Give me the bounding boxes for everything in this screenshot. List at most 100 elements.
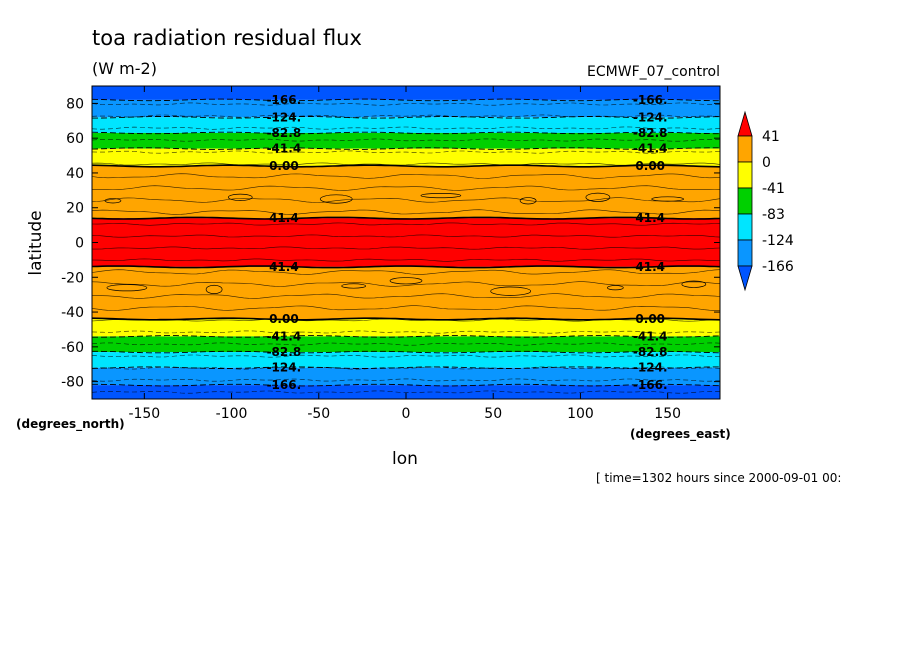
contour-blob (420, 193, 462, 199)
contour-label: -166. (633, 378, 668, 392)
contour-label: 41.4 (269, 211, 299, 225)
color-band (92, 336, 720, 353)
colorbar-label: -124 (762, 233, 794, 249)
x-units-label: (degrees_east) (630, 427, 731, 442)
y-tick-label: 20 (66, 201, 84, 217)
contour-line (91, 98, 720, 102)
y-tick-label: -60 (61, 340, 84, 356)
contour-blob (606, 285, 624, 291)
x-tick-label: -100 (216, 406, 248, 422)
x-tick-label: -150 (128, 406, 160, 422)
color-band (92, 99, 720, 118)
colorbar-label: -83 (762, 207, 785, 223)
contour-line (91, 216, 721, 220)
colorbar-segment (737, 135, 753, 163)
colorbar-label: -166 (762, 259, 794, 275)
color-band (92, 86, 720, 100)
contour-interval-line (91, 222, 721, 226)
colorbar-arrow-top (737, 110, 753, 137)
y-tick-label: -20 (61, 270, 84, 286)
y-tick-label: 60 (66, 131, 84, 147)
contour-blob (681, 280, 707, 288)
axes: -150 -100 -50 0 50 100 150 -80 -60 -40 -20 0 20 40 60 8… (61, 86, 720, 422)
contour-label: 41.4 (269, 260, 299, 274)
contour-label: 0.00 (635, 312, 665, 326)
colorbar-label: 0 (762, 155, 771, 171)
contour-label: -124. (267, 110, 302, 124)
y-tick-label: 0 (75, 236, 84, 252)
contour-label: 0.00 (269, 159, 299, 173)
color-band (92, 319, 720, 337)
colorbar-label: -41 (762, 181, 785, 197)
colorbar-segment (737, 161, 753, 189)
contour-interval-line (91, 150, 721, 154)
color-band (92, 218, 720, 267)
contour-line (92, 350, 721, 354)
color-band (92, 148, 720, 166)
contour-label: 41.4 (635, 211, 665, 225)
contour-label: -124. (267, 361, 302, 375)
contour-interval-line (91, 342, 721, 346)
color-band (92, 266, 720, 320)
contour-blob (651, 196, 685, 202)
colorbar-label: 41 (762, 129, 780, 145)
x-tick-label: 150 (654, 406, 681, 422)
contour-interval-line (91, 330, 721, 334)
contour-interval-line (91, 305, 721, 311)
colorbar-segment (737, 213, 753, 241)
contour-line (91, 131, 720, 135)
contour-blob (341, 283, 367, 289)
contour-label: -41.4 (633, 329, 668, 343)
y-tick-label: -80 (61, 375, 84, 391)
contour-line (92, 335, 721, 338)
contour-label: -82.8 (633, 345, 668, 359)
contour-interval-line (91, 126, 721, 130)
contour-blob (585, 192, 611, 202)
x-tick-label: 100 (567, 406, 594, 422)
contour-label: -41.4 (267, 329, 302, 343)
y-tick-label: 80 (66, 96, 84, 112)
y-tick-label: 40 (66, 166, 84, 182)
contour-interval-line (91, 173, 721, 179)
contour-interval-line (91, 162, 721, 166)
contour-blob (106, 284, 148, 292)
contour-line (91, 265, 721, 269)
contour-blob (205, 284, 223, 294)
contour-blob (104, 198, 122, 204)
x-tick-label: 0 (402, 406, 411, 422)
contour-interval-line (91, 209, 721, 215)
contour-interval-line (91, 354, 721, 358)
contour-interval-line (91, 281, 721, 287)
contour-label: -124. (633, 361, 668, 375)
time-note: [ time=1302 hours since 2000-09-01 00: (596, 471, 841, 485)
x-tick-label: 50 (484, 406, 502, 422)
contour-label: -166. (633, 93, 668, 107)
contour-blob (389, 277, 423, 285)
contour-label: -82.8 (633, 126, 668, 140)
x-tick-label: -50 (307, 406, 330, 422)
contour-label: -82.8 (267, 126, 302, 140)
colorbar-segment (737, 239, 753, 267)
color-band (92, 385, 720, 399)
units-label: (W m-2) (92, 59, 157, 78)
x-axis-label: lon (392, 449, 418, 469)
contour-label: -124. (633, 110, 668, 124)
contour-line (91, 317, 721, 321)
contour-line (91, 164, 721, 168)
contour-interval-line (92, 246, 721, 250)
contour-line (91, 366, 720, 369)
contour-interval-line (91, 102, 721, 106)
contour-interval-line (91, 234, 721, 238)
contour-label: 0.00 (269, 312, 299, 326)
contour-label: -166. (267, 93, 302, 107)
y-units-label: (degrees_north) (16, 417, 125, 432)
contour-line (92, 383, 721, 387)
experiment-label: ECMWF_07_control (587, 64, 720, 80)
contour-blob (519, 197, 537, 205)
contour-label: -41.4 (633, 142, 668, 156)
contour-detail-lines (91, 102, 721, 394)
contour-lines: -166. -166. -124. -124. -82.8 -82.8 -41.4 -41.4… (91, 93, 721, 392)
contour-label: -166. (267, 378, 302, 392)
contour-label: 41.4 (635, 260, 665, 274)
